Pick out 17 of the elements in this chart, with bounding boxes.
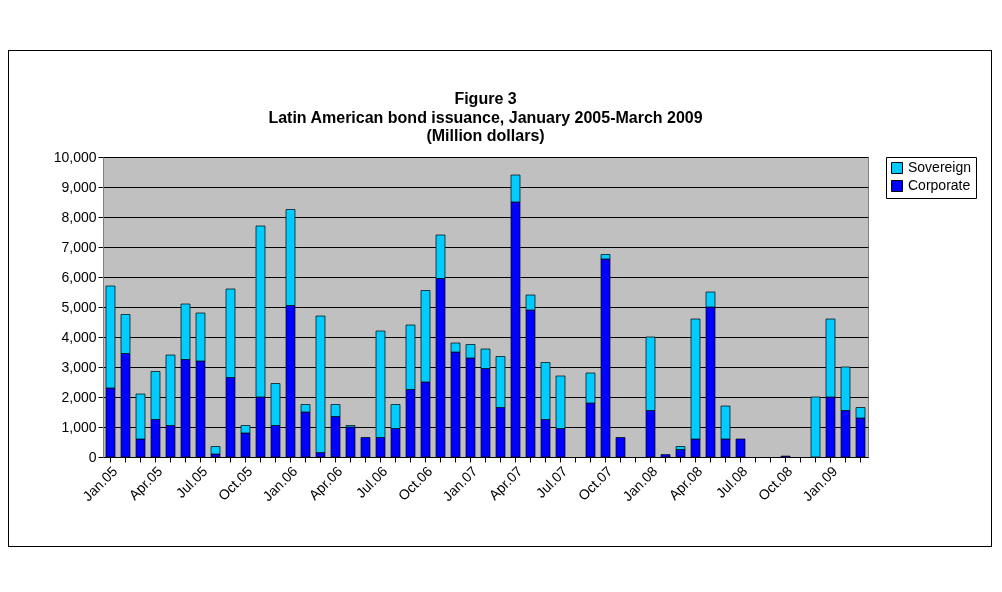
y-tick-label: 5,000	[61, 298, 97, 315]
y-tick-label: 9,000	[61, 178, 97, 195]
legend-label: Sovereign	[908, 159, 972, 175]
y-tick-label: 2,000	[61, 388, 97, 405]
y-tick-label: 3,000	[61, 358, 97, 375]
y-tick-label: 4,000	[61, 328, 97, 345]
text: (Million dollars)	[426, 127, 545, 144]
y-tick-label: 7,000	[61, 238, 97, 255]
y-tick-label: 0	[88, 448, 97, 465]
y-tick-label: 6,000	[61, 268, 97, 285]
y-tick-label: 1,000	[61, 418, 97, 435]
bar	[210, 446, 221, 455]
y-tick-label: 10,000	[53, 148, 97, 165]
chart-title: Figure 3	[454, 90, 517, 107]
chart-subtitle: Latin American bond issuance, January 2005-March 2009	[268, 109, 703, 126]
y-tick-label: 8,000	[61, 208, 97, 225]
legend-label: Corporate	[908, 177, 971, 193]
